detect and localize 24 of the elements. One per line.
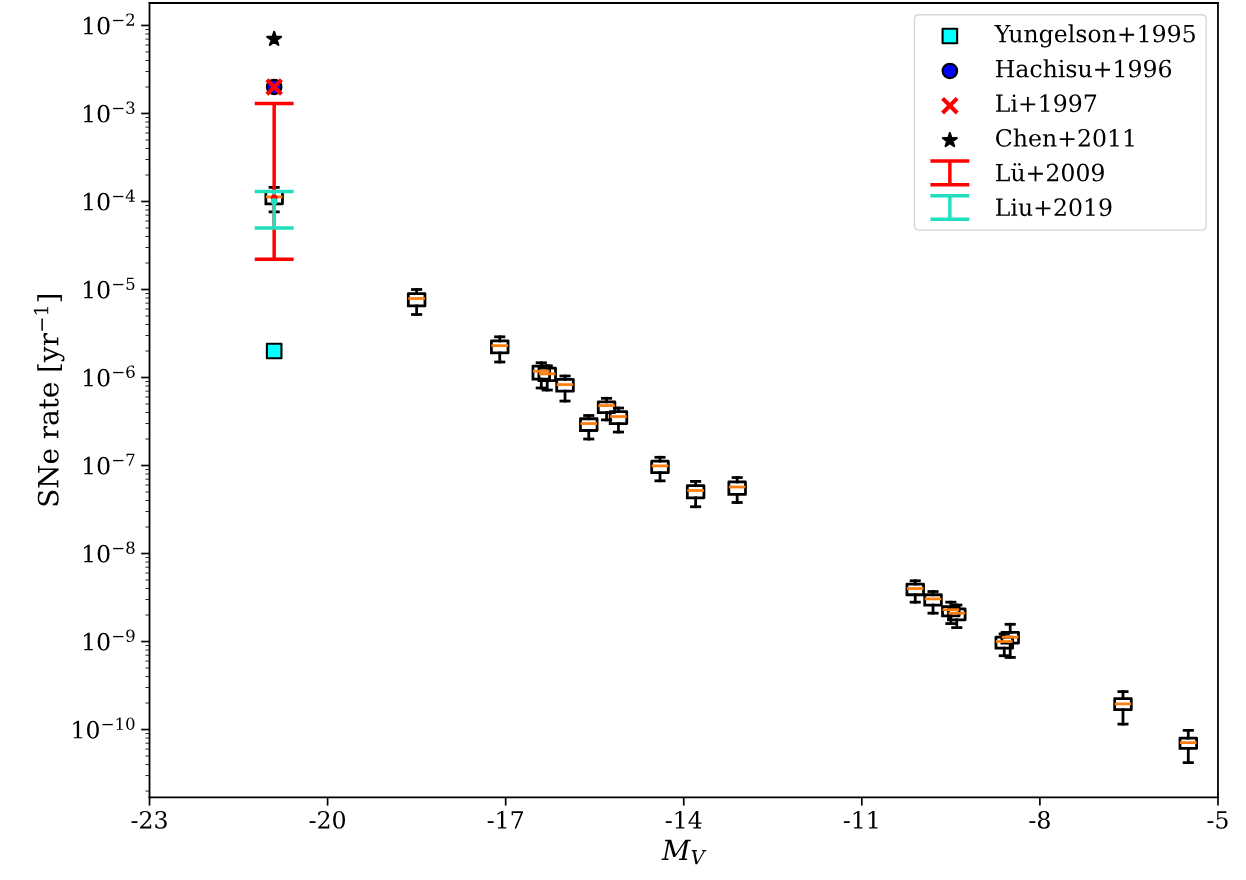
- x-tick-label: -8: [1029, 810, 1050, 829]
- legend-label: Hachisu+1996: [996, 59, 1172, 78]
- y-tick-label: 10$^{−8}$: [83, 541, 135, 563]
- legend-label: Liu+2019: [996, 198, 1112, 217]
- legend-label: Yungelson+1995: [994, 24, 1195, 48]
- y-tick-label: 10$^{−2}$: [83, 13, 135, 35]
- y-tick-label: 10$^{−5}$: [83, 277, 135, 299]
- y-tick-label: 10$^{−4}$: [83, 189, 135, 211]
- x-tick-label: -23: [131, 810, 167, 829]
- y-axis-title: SNe rate [yr$^{−1}$]: [33, 295, 65, 506]
- x-tick-label: -14: [665, 810, 702, 829]
- legend-label: Li+1997: [996, 94, 1097, 113]
- x-tick-label: -17: [487, 810, 523, 829]
- y-tick-label: 10$^{−3}$: [83, 101, 135, 123]
- x-tick-label: -11: [843, 810, 878, 829]
- x-tick-label: -5: [1207, 811, 1228, 829]
- x-tick-label: -20: [309, 810, 346, 829]
- y-tick-label: 10$^{−10}$: [73, 717, 135, 739]
- legend-label: Lü+2009: [996, 163, 1104, 182]
- y-tick-label: 10$^{−9}$: [83, 629, 135, 651]
- x-axis-title: M$_{V}$: [661, 839, 707, 865]
- legend-label: Chen+2011: [996, 128, 1134, 147]
- y-tick-label: 10$^{−6}$: [83, 365, 135, 387]
- y-tick-label: 10$^{−7}$: [83, 453, 135, 475]
